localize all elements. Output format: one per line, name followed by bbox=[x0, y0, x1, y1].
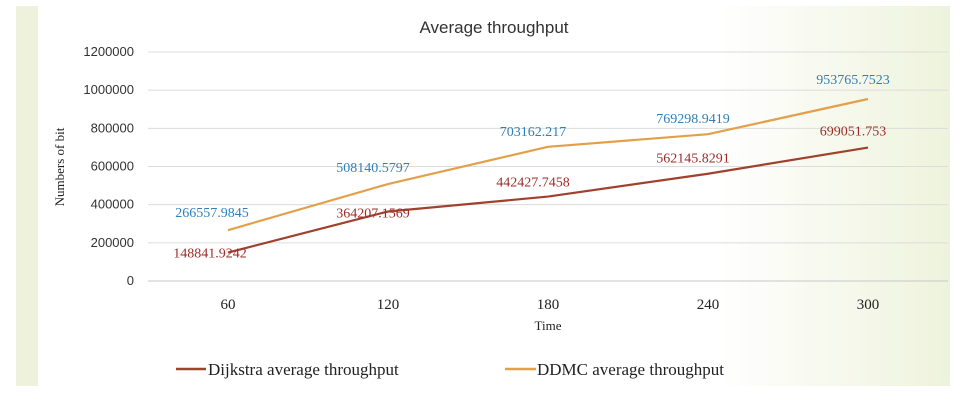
series-lines bbox=[227, 97, 869, 254]
data-label-ddmc: 266557.9845 bbox=[175, 206, 249, 221]
data-label-dijkstra: 699051.753 bbox=[820, 125, 887, 140]
x-axis-label: Time bbox=[535, 318, 562, 333]
legend: Dijkstra average throughput DDMC average… bbox=[176, 360, 724, 379]
data-label-ddmc: 769298.9419 bbox=[656, 112, 730, 127]
legend-label-ddmc: DDMC average throughput bbox=[537, 360, 724, 379]
y-tick-label: 1000000 bbox=[83, 82, 134, 97]
y-axis-label: Numbers of bit bbox=[52, 127, 67, 206]
x-tick-label: 300 bbox=[857, 297, 880, 313]
y-axis-ticks: 0 200000 400000 600000 800000 1000000 1200000 bbox=[83, 44, 134, 288]
grid-lines bbox=[148, 51, 948, 282]
data-label-ddmc: 508140.5797 bbox=[336, 161, 410, 176]
left-band bbox=[16, 6, 38, 386]
y-tick-label: 600000 bbox=[91, 159, 134, 174]
series-line-ddmc bbox=[227, 97, 869, 232]
data-labels: 148841.9242 364207.1569 442427.7458 562145.… bbox=[173, 73, 890, 262]
y-tick-label: 200000 bbox=[91, 235, 134, 250]
y-tick-label: 800000 bbox=[91, 120, 134, 135]
data-label-ddmc: 953765.7523 bbox=[816, 73, 890, 88]
data-label-dijkstra: 148841.9242 bbox=[173, 247, 247, 262]
legend-label-dijkstra: Dijkstra average throughput bbox=[208, 360, 399, 379]
data-label-dijkstra: 442427.7458 bbox=[496, 176, 570, 191]
data-label-dijkstra: 364207.1569 bbox=[336, 206, 410, 221]
series-line-dijkstra bbox=[227, 146, 869, 254]
x-tick-label: 240 bbox=[697, 297, 720, 313]
y-tick-label: 400000 bbox=[91, 197, 134, 212]
y-tick-label: 1200000 bbox=[83, 44, 134, 59]
x-axis-ticks: 60 120 180 240 300 bbox=[221, 297, 880, 313]
chart-title: Average throughput bbox=[419, 18, 568, 37]
y-tick-label: 0 bbox=[127, 273, 134, 288]
data-label-dijkstra: 562145.8291 bbox=[656, 152, 730, 167]
x-tick-label: 60 bbox=[221, 297, 236, 313]
data-label-ddmc: 703162.217 bbox=[500, 125, 567, 140]
x-tick-label: 180 bbox=[537, 297, 560, 313]
plot-background bbox=[16, 6, 950, 386]
x-tick-label: 120 bbox=[377, 297, 400, 313]
